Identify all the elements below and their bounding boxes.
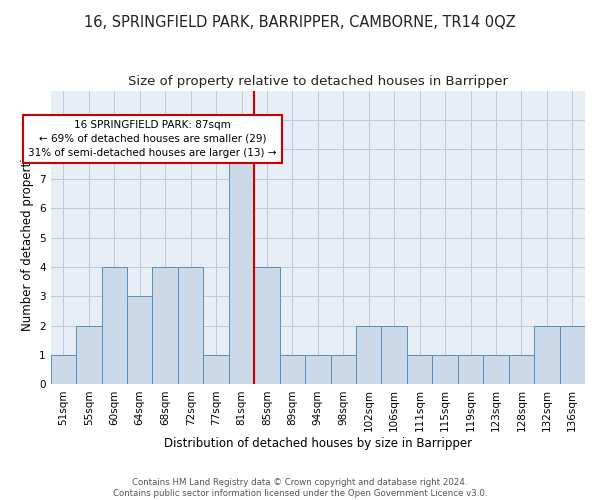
Bar — [509, 355, 534, 384]
Bar — [560, 326, 585, 384]
Bar — [458, 355, 483, 384]
X-axis label: Distribution of detached houses by size in Barripper: Distribution of detached houses by size … — [164, 437, 472, 450]
Bar — [178, 267, 203, 384]
Bar — [331, 355, 356, 384]
Bar — [407, 355, 433, 384]
Bar — [280, 355, 305, 384]
Bar — [101, 267, 127, 384]
Bar — [483, 355, 509, 384]
Bar — [534, 326, 560, 384]
Bar — [433, 355, 458, 384]
Bar — [203, 355, 229, 384]
Bar — [254, 267, 280, 384]
Bar — [76, 326, 101, 384]
Bar — [382, 326, 407, 384]
Title: Size of property relative to detached houses in Barripper: Size of property relative to detached ho… — [128, 75, 508, 88]
Text: 16, SPRINGFIELD PARK, BARRIPPER, CAMBORNE, TR14 0QZ: 16, SPRINGFIELD PARK, BARRIPPER, CAMBORN… — [84, 15, 516, 30]
Text: 16 SPRINGFIELD PARK: 87sqm
← 69% of detached houses are smaller (29)
31% of semi: 16 SPRINGFIELD PARK: 87sqm ← 69% of deta… — [28, 120, 277, 158]
Bar — [229, 150, 254, 384]
Y-axis label: Number of detached properties: Number of detached properties — [20, 144, 34, 330]
Bar — [50, 355, 76, 384]
Bar — [152, 267, 178, 384]
Text: Contains HM Land Registry data © Crown copyright and database right 2024.
Contai: Contains HM Land Registry data © Crown c… — [113, 478, 487, 498]
Bar — [305, 355, 331, 384]
Bar — [127, 296, 152, 384]
Bar — [356, 326, 382, 384]
